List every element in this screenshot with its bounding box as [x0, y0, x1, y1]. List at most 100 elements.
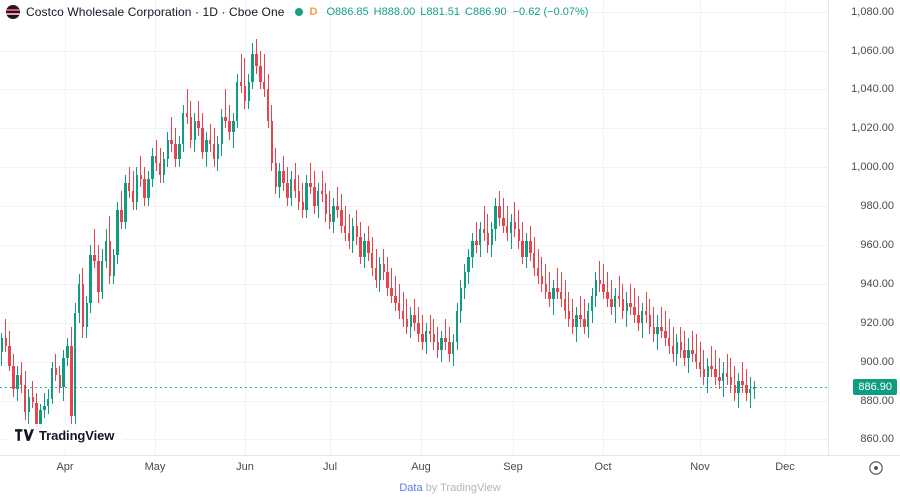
symbol-title[interactable]: Costco Wholesale Corporation · 1D · Cboe… [26, 5, 285, 19]
candle-body [263, 81, 266, 90]
candle-body [629, 303, 632, 308]
candle-body [23, 385, 27, 413]
gridline-vertical [330, 0, 331, 455]
candle-body [710, 365, 713, 370]
candle-body [116, 210, 119, 255]
candle-body [259, 66, 262, 82]
candle-body [155, 155, 158, 164]
candle-body [47, 398, 50, 407]
gridline-horizontal [0, 128, 828, 130]
candle-wick [549, 272, 551, 308]
candle-body [560, 291, 563, 300]
candle-body [197, 120, 200, 129]
candle-body [371, 252, 374, 269]
candle-body [320, 190, 324, 195]
candle-body [722, 373, 725, 382]
candle-body [714, 369, 717, 378]
candle-body [398, 303, 401, 312]
candle-body [506, 225, 509, 234]
candle-wick [695, 334, 697, 370]
candle-body [587, 311, 590, 327]
candle-body [571, 318, 574, 327]
candle-wick [664, 311, 666, 347]
candle-body [135, 175, 139, 203]
candle-body [170, 140, 173, 144]
candle-wick [483, 206, 485, 242]
candle-body [521, 241, 524, 257]
ohlc-values: O886.85 H888.00 L881.51 C886.90 [326, 6, 506, 18]
candle-body [552, 287, 555, 300]
candle-body [50, 367, 54, 399]
candle-body [583, 318, 586, 327]
candle-body [328, 213, 331, 222]
data-link[interactable]: Data [399, 482, 423, 494]
candle-wick [568, 291, 570, 327]
gridline-vertical [65, 0, 66, 455]
candle-body [232, 120, 235, 133]
time-tick: Nov [690, 461, 710, 473]
candle-wick [645, 291, 647, 323]
candle-wick [610, 280, 612, 315]
candle-body [239, 81, 243, 86]
candle-body [305, 182, 308, 210]
candle-wick [337, 186, 338, 218]
time-tick: Oct [594, 461, 612, 473]
candle-body [43, 406, 46, 411]
candle-body [108, 241, 112, 277]
candle-body [20, 375, 23, 385]
candle-body [158, 163, 162, 175]
interval-badge[interactable]: D [309, 6, 318, 18]
candle-body [621, 299, 625, 312]
candle-body [185, 112, 189, 117]
candle-wick [599, 260, 601, 292]
candle-body [390, 287, 393, 296]
chart-plot-area[interactable] [0, 0, 828, 455]
candle-wick [391, 268, 392, 304]
time-tick: Jul [322, 461, 338, 473]
last-price-line [0, 387, 828, 389]
candle-wick [344, 206, 346, 242]
candle-body [706, 365, 709, 378]
candle-body [517, 229, 520, 242]
candle-body [590, 295, 594, 312]
gridline-vertical [603, 0, 604, 455]
gridline-horizontal [0, 167, 828, 169]
candle-body [683, 350, 686, 358]
candle-body [405, 318, 409, 327]
candle-wick [514, 202, 516, 238]
candle-body [216, 143, 220, 160]
candle-body [16, 375, 19, 389]
candle-body [39, 410, 42, 428]
crosshair-target-icon[interactable] [868, 460, 884, 476]
candle-wick [225, 89, 227, 129]
candle-wick [310, 163, 311, 195]
candle-body [101, 260, 104, 292]
candle-body [440, 338, 443, 350]
candle-body [367, 241, 370, 253]
candle-wick [734, 365, 736, 401]
tradingview-logo-text: TradingView [39, 427, 115, 443]
candle-body [70, 346, 73, 417]
candle-body [729, 377, 733, 385]
candle-wick [607, 272, 608, 308]
candle-wick [394, 276, 396, 312]
price-axis[interactable]: 1,080.00 1,060.00 1,040.00 1,020.00 1,000.00… [828, 0, 900, 455]
candle-wick [437, 326, 439, 358]
candle-wick [5, 318, 7, 352]
candle-body [594, 280, 598, 296]
candle-body [290, 178, 293, 199]
candle-body [220, 116, 223, 144]
price-tick: 880.00 [860, 394, 894, 407]
candle-body [66, 346, 69, 358]
candle-body [189, 116, 193, 140]
candle-body [432, 334, 436, 343]
candle-body [363, 241, 366, 257]
candle-body [401, 311, 405, 319]
tradingview-logo[interactable]: TradingView [8, 424, 125, 446]
candle-body [467, 256, 470, 273]
candle-wick [603, 264, 605, 300]
candle-body [297, 190, 301, 203]
ohlc-l: L881.51 [420, 6, 461, 18]
candle-body [351, 225, 355, 242]
time-axis[interactable]: Apr May Jun Jul Aug Sep Oct Nov Dec [0, 455, 900, 479]
